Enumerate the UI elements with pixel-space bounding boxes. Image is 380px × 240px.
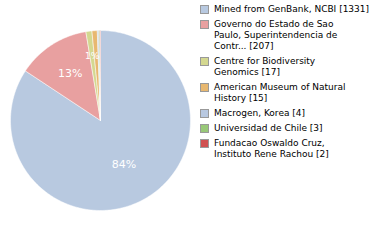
html-text:Fundacao Oswaldo Cruz, Institu: Fundacao Oswaldo Cruz, Instituto Rene Ra… [214,138,329,159]
html-text:American Museum of Natural His: American Museum of Natural History [15] [214,82,346,103]
html-text:Centre for Biodiversity Genomi: Centre for Biodiversity Genomics [17] [214,56,316,77]
html-text:Mined from GenBank, NCBI [1331: Mined from GenBank, NCBI [1331] [214,4,370,14]
html-text:Governo do Estado de Sao Paulo: Governo do Estado de Sao Paulo, Superint… [214,19,338,51]
svg-text:84%: 84% [112,158,136,171]
svg-text:1%: 1% [85,51,100,61]
svg-text:13%: 13% [58,67,82,80]
html-text:Universidad de Chile [3]: Universidad de Chile [3] [214,123,323,133]
html-text:Macrogen, Korea [4]: Macrogen, Korea [4] [214,108,305,118]
